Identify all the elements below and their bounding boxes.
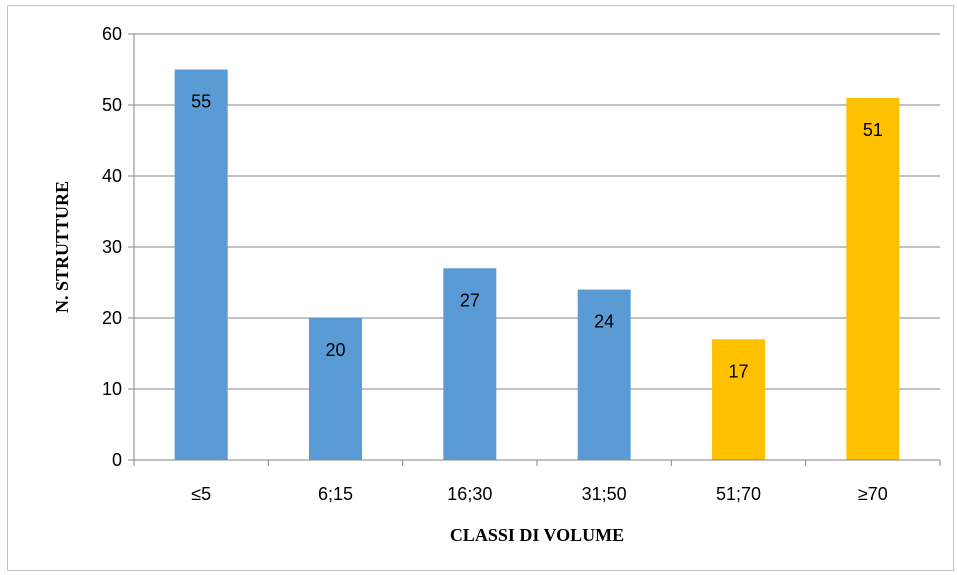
y-tick-label: 50 bbox=[102, 95, 122, 115]
data-label: 55 bbox=[191, 92, 211, 112]
data-label: 27 bbox=[460, 290, 480, 310]
bar bbox=[174, 69, 228, 460]
data-label: 17 bbox=[728, 361, 748, 381]
y-tick-label: 20 bbox=[102, 308, 122, 328]
x-tick-label: 31;50 bbox=[582, 484, 627, 504]
x-axis-title: CLASSI DI VOLUME bbox=[450, 525, 624, 545]
bar bbox=[712, 339, 765, 460]
bar bbox=[577, 289, 631, 460]
bars bbox=[174, 69, 900, 461]
y-tick-label: 30 bbox=[102, 237, 122, 257]
x-tick-label: ≥70 bbox=[858, 484, 888, 504]
y-tick-label: 10 bbox=[102, 379, 122, 399]
data-label: 51 bbox=[863, 120, 883, 140]
y-tick-label: 60 bbox=[102, 24, 122, 44]
x-tick-label: 51;70 bbox=[716, 484, 761, 504]
data-label: 20 bbox=[325, 340, 345, 360]
axes bbox=[128, 33, 941, 466]
x-tick-label: 6;15 bbox=[318, 484, 353, 504]
gridlines bbox=[134, 33, 940, 390]
y-tick-label: 0 bbox=[112, 450, 122, 470]
bar bbox=[443, 268, 497, 460]
x-tick-label: 16;30 bbox=[447, 484, 492, 504]
y-tick-label: 40 bbox=[102, 166, 122, 186]
labels: 0 10 20 30 40 50 60 55 ≤5 20 6;15 27 16;30 24 31;50 17 5… bbox=[102, 24, 888, 504]
y-axis-title: N. STRUTTURE bbox=[52, 181, 72, 313]
x-tick-label: ≤5 bbox=[191, 484, 211, 504]
bar bbox=[309, 318, 362, 460]
bar bbox=[846, 97, 900, 461]
data-label: 24 bbox=[594, 312, 614, 332]
